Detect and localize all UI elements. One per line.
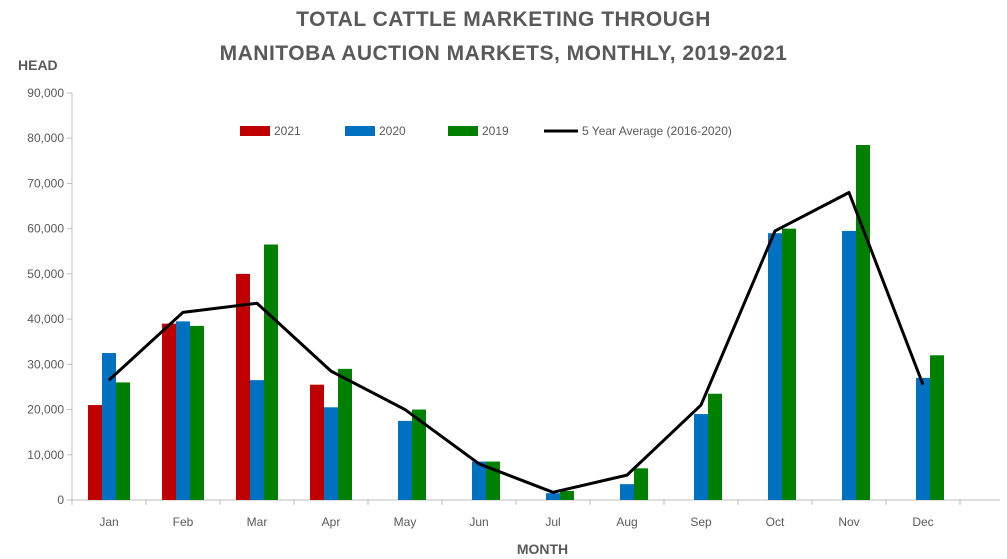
y-tick-label: 50,000 [27, 267, 64, 281]
x-tick-label: Sep [690, 515, 712, 529]
y-tick-label: 0 [57, 493, 64, 507]
bar-2020 [472, 461, 486, 500]
bar-2019 [560, 490, 574, 500]
bar-2019 [856, 145, 870, 500]
legend-swatch [345, 126, 375, 136]
bar-2019 [338, 368, 352, 500]
chart-title-line-1: TOTAL CATTLE MARKETING THROUGH [296, 8, 711, 31]
x-tick-label: Aug [616, 515, 637, 529]
y-tick-label: 10,000 [27, 448, 64, 462]
y-axis-title: HEAD [18, 57, 58, 73]
bar-2020 [694, 414, 708, 500]
x-tick-label: Oct [766, 515, 785, 529]
legend-swatch [240, 126, 270, 136]
bar-2019 [412, 409, 426, 500]
bar-2021 [88, 405, 102, 500]
bar-2020 [250, 380, 264, 500]
y-tick-label: 30,000 [27, 357, 64, 371]
legend-label: 2020 [379, 124, 406, 138]
x-tick-label: Nov [838, 515, 859, 529]
bar-2021 [162, 323, 176, 500]
bar-2019 [116, 382, 130, 500]
x-tick-label: Jun [469, 515, 488, 529]
bar-2020 [176, 321, 190, 500]
bar-2020 [546, 493, 560, 500]
line-five-year-average [107, 190, 925, 494]
legend-label: 5 Year Average (2016-2020) [582, 124, 732, 138]
bar-2020 [768, 233, 782, 500]
bar-2020 [324, 407, 338, 500]
bar-2019 [634, 468, 648, 500]
bar-2020 [398, 420, 412, 500]
legend-label: 2019 [482, 124, 509, 138]
bar-2020 [842, 230, 856, 500]
x-tick-label: May [394, 515, 417, 529]
bar-2019 [264, 244, 278, 500]
x-tick-label: Jan [99, 515, 118, 529]
bar-2019 [190, 325, 204, 500]
bar-2019 [782, 228, 796, 500]
x-tick-label: Dec [912, 515, 933, 529]
bar-2020 [916, 377, 930, 500]
bar-2021 [310, 384, 324, 500]
x-tick-label: Mar [247, 515, 268, 529]
legend-label: 2021 [274, 124, 301, 138]
x-axis-title: MONTH [516, 541, 569, 557]
y-tick-label: 60,000 [27, 222, 64, 236]
y-tick-label: 40,000 [27, 312, 64, 326]
y-tick-label: 80,000 [27, 131, 64, 145]
bar-2019 [930, 355, 944, 500]
legend-swatch [448, 126, 478, 136]
y-tick-label: 90,000 [27, 86, 64, 100]
bar-2021 [236, 273, 250, 500]
bar-2020 [102, 353, 116, 500]
chart-title-line-2: MANITOBA AUCTION MARKETS, MONTHLY, 2019-… [219, 42, 788, 65]
bar-2020 [620, 484, 634, 500]
y-tick-label: 20,000 [27, 403, 64, 417]
x-tick-label: Jul [545, 515, 560, 529]
y-tick-label: 70,000 [27, 176, 64, 190]
x-tick-label: Feb [173, 515, 194, 529]
x-tick-label: Apr [322, 515, 341, 529]
bar-2019 [708, 393, 722, 500]
